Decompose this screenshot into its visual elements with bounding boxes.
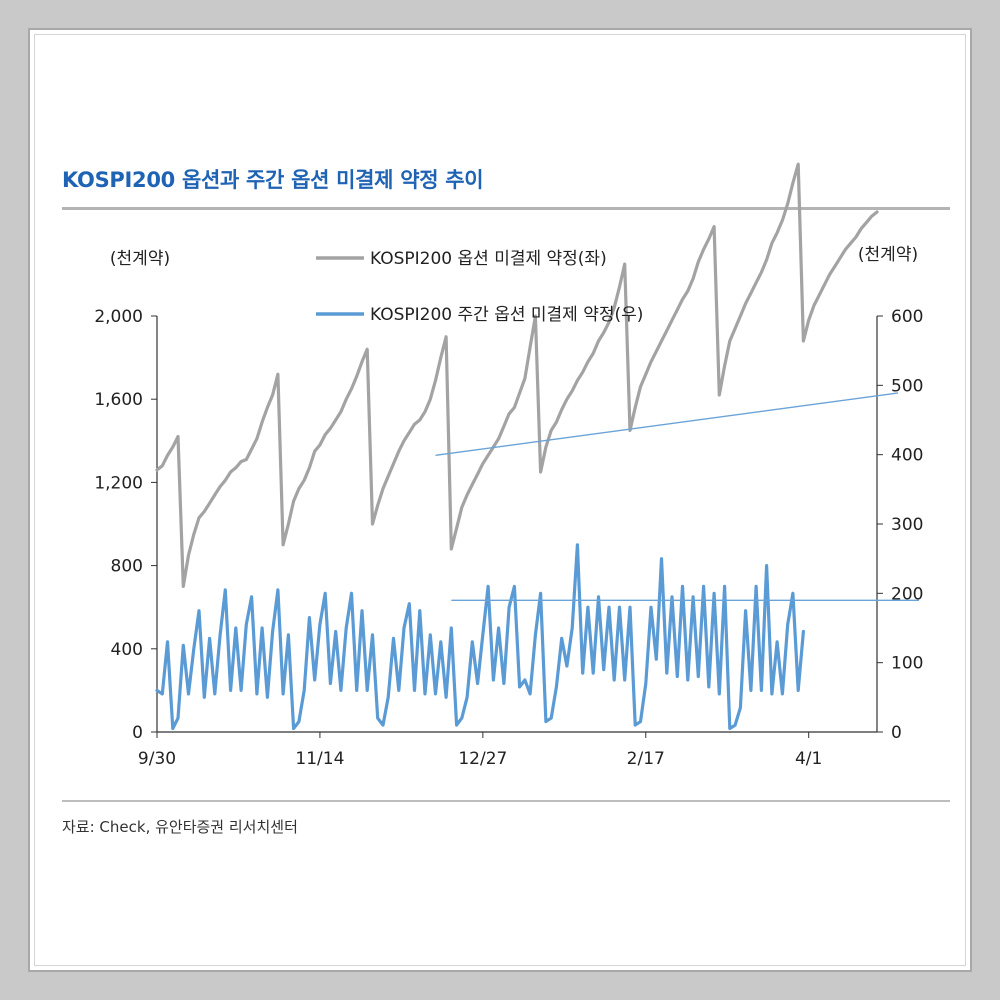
source-note: 자료: Check, 유안타증권 리서치센터 — [62, 818, 298, 836]
right-tick-label: 600 — [891, 307, 923, 327]
series-line-options — [155, 162, 879, 589]
left-tick-label: 800 — [111, 557, 143, 577]
left-tick-label: 2,000 — [94, 307, 143, 327]
chart-marks — [155, 162, 920, 731]
right-tick-label: 400 — [891, 446, 923, 466]
x-tick-label: 12/27 — [458, 749, 507, 769]
x-tick-label: 4/1 — [795, 749, 822, 769]
source-divider — [62, 800, 950, 802]
right-tick-label: 0 — [891, 723, 902, 743]
chart-title: KOSPI200 옵션과 주간 옵션 미결제 약정 추이 — [62, 168, 484, 192]
title-divider — [62, 207, 950, 210]
x-tick-label: 2/17 — [627, 749, 665, 769]
right-unit-label: (천계약) — [858, 245, 918, 265]
left-tick-label: 0 — [132, 723, 143, 743]
right-tick-label: 100 — [891, 654, 923, 674]
chart-legend: KOSPI200 옵션 미결제 약정(좌) KOSPI200 주간 옵션 미결제 … — [316, 249, 643, 325]
left-tick-label: 1,200 — [94, 473, 143, 493]
legend-item: KOSPI200 옵션 미결제 약정(좌) — [316, 249, 607, 269]
right-tick-label: 200 — [891, 584, 923, 604]
legend-label: KOSPI200 주간 옵션 미결제 약정(우) — [370, 305, 643, 325]
legend-item: KOSPI200 주간 옵션 미결제 약정(우) — [316, 305, 643, 325]
right-tick-label: 300 — [891, 515, 923, 535]
inner-frame — [34, 34, 966, 966]
series-line-weekly-options — [155, 543, 806, 731]
left-tick-label: 1,600 — [94, 390, 143, 410]
right-tick-label: 500 — [891, 376, 923, 396]
left-unit-label: (천계약) — [110, 249, 170, 269]
x-tick-label: 9/30 — [138, 749, 176, 769]
left-tick-label: 400 — [111, 640, 143, 660]
chart-axes: 2,000 1,600 1,200 800 400 0 600 500 400 300 200 100… — [94, 245, 923, 769]
legend-label: KOSPI200 옵션 미결제 약정(좌) — [370, 249, 607, 269]
outer-frame — [28, 28, 972, 972]
trend-line-options — [435, 392, 899, 457]
x-tick-label: 11/14 — [295, 749, 344, 769]
